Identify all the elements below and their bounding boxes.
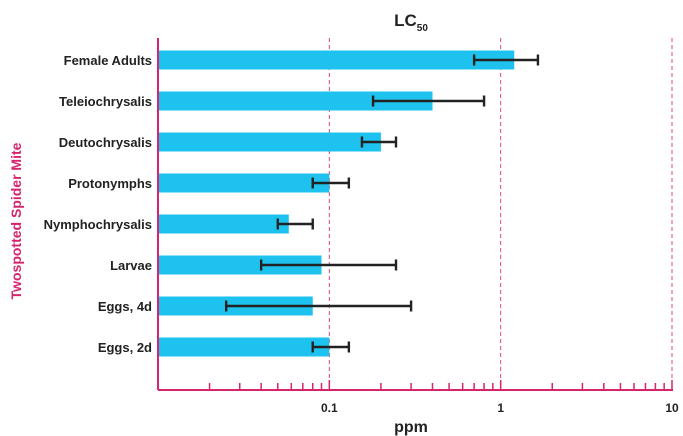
chart-title-subscript: 50 — [417, 23, 429, 34]
error-bars — [224, 54, 540, 353]
x-tick-label: 10 — [665, 401, 679, 415]
x-ticks — [208, 380, 673, 390]
x-tick-labels: 0.1 1 10 — [321, 401, 679, 415]
category-label: Eggs, 2d — [98, 340, 152, 355]
y-axis-title: Twospotted Spider Mite — [8, 142, 24, 299]
category-labels: Female Adults Teleiochrysalis Deutochrysal… — [44, 53, 152, 355]
bar — [158, 173, 330, 193]
gridlines — [328, 38, 673, 390]
x-tick-label: 0.1 — [321, 401, 338, 415]
category-label: Deutochrysalis — [59, 135, 152, 150]
bar — [158, 255, 322, 275]
category-label: Protonymphs — [68, 176, 152, 191]
category-label: Nymphochrysalis — [44, 217, 152, 232]
category-label: Teleiochrysalis — [59, 94, 152, 109]
x-axis-title: ppm — [394, 419, 428, 436]
chart-title-main: LC — [394, 11, 417, 30]
bar — [158, 214, 289, 234]
chart-title: LC50 — [394, 11, 428, 34]
bar — [158, 91, 433, 111]
bar — [158, 50, 515, 70]
category-label: Eggs, 4d — [98, 299, 152, 314]
category-label: Larvae — [110, 258, 152, 273]
bar — [158, 337, 330, 357]
axes — [157, 38, 673, 391]
bars — [158, 50, 515, 357]
category-label: Female Adults — [64, 53, 152, 68]
bar — [158, 132, 381, 152]
x-tick-label: 1 — [497, 401, 504, 415]
